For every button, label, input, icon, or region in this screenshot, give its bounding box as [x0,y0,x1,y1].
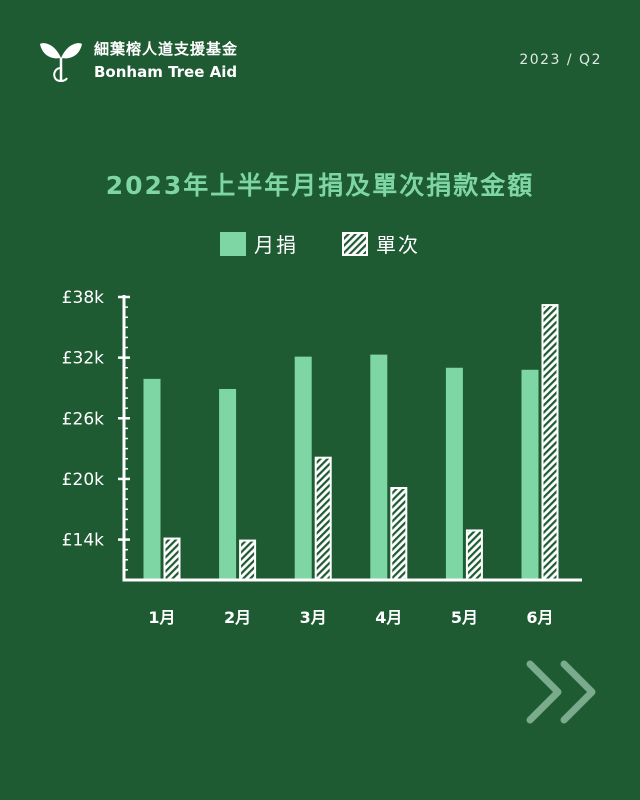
y-tick-label-3: £26k [62,409,104,429]
bar-monthly-6 [521,369,539,580]
legend-label-monthly: 月捐 [254,233,298,257]
chart-legend: 月捐 單次 [0,229,640,258]
legend-item-single: 單次 [342,229,420,258]
x-tick-label-3: 3月 [300,608,327,627]
double-chevron-right-icon[interactable] [524,658,606,728]
bar-single-5 [465,529,483,582]
x-tick-label-5: 5月 [451,608,478,627]
y-tick-label-1: £14k [62,531,104,551]
x-tick-label-2: 2月 [224,608,251,627]
bar-monthly-1 [143,378,161,580]
y-tick-label-5: £38k [62,288,104,308]
brand-name-zh: 細葉榕人道支援基金 [94,40,239,58]
y-tick-label-4: £32k [62,349,104,369]
period-label: 2023 / Q2 [519,52,602,68]
bar-monthly-4 [370,354,388,580]
bar-monthly-3 [294,356,312,580]
bar-single-2 [239,539,257,581]
legend-item-monthly: 月捐 [220,229,298,258]
x-tick-label-1: 1月 [148,608,175,627]
legend-label-single: 單次 [376,233,420,257]
brand-name-en: Bonham Tree Aid [94,63,238,81]
bar-monthly-2 [219,388,237,580]
chart-title: 2023年上半年月捐及單次捐款金額 [105,171,535,200]
bar-single-3 [314,456,332,582]
bar-monthly-5 [445,367,463,580]
bar-single-1 [163,537,181,581]
x-tick-label-4: 4月 [375,608,402,627]
brand-header: 細葉榕人道支援基金 Bonham Tree Aid [36,36,238,86]
bar-single-6 [541,304,559,581]
x-tick-label-6: 6月 [526,608,553,627]
bar-single-4 [390,487,408,581]
brand-text: 細葉榕人道支援基金 Bonham Tree Aid [94,39,238,83]
sprout-icon [40,43,82,82]
legend-swatch-monthly [220,231,246,256]
y-tick-label-2: £20k [62,470,104,490]
legend-swatch-single [342,231,368,256]
